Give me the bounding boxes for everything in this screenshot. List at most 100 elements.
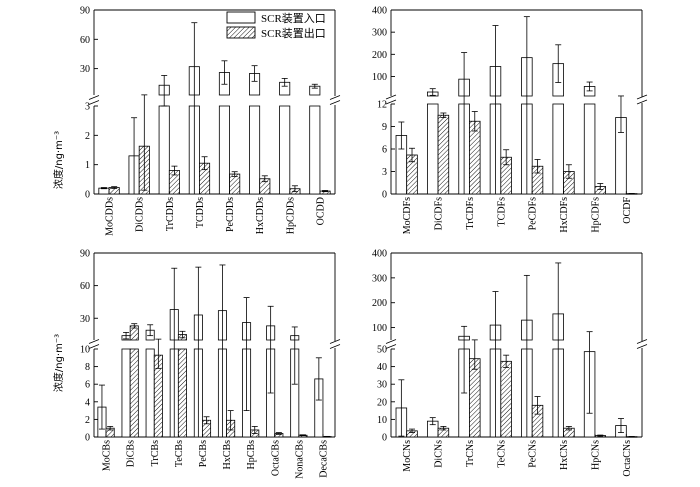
x-tick-label: HpCDFs <box>590 197 601 233</box>
axis-break-gap <box>89 341 99 348</box>
axis-break-mark <box>636 99 648 105</box>
legend-inlet-label: SCR装置入口 <box>261 12 326 25</box>
y-tick-label: 60 <box>80 281 90 292</box>
y-tick-label: 4 <box>85 397 90 408</box>
bar-outlet <box>129 348 139 438</box>
axis-break-gap <box>89 96 99 105</box>
x-tick-label: HpCDDs <box>285 197 296 234</box>
y-tick-label: 3 <box>85 102 90 113</box>
bar-outlet <box>500 360 512 438</box>
y-tick-label: 6 <box>382 145 387 156</box>
y-tick-label: 0 <box>85 190 90 201</box>
x-tick-label: DiCBs <box>126 440 137 467</box>
x-tick-label: HxCDFs <box>559 197 570 233</box>
bar-inlet <box>249 105 261 195</box>
axis-break-mark <box>88 100 100 105</box>
x-tick-label: TCDDs <box>195 197 206 228</box>
bar-inlet <box>145 348 155 438</box>
x-tick-label: MoCNs <box>402 440 413 472</box>
y-tick-label: 100 <box>372 72 387 83</box>
axis-break-mark <box>636 94 648 100</box>
x-tick-label: HpCNs <box>590 440 601 470</box>
y-axis-label-top: 浓度/ng·m⁻³ <box>52 131 65 189</box>
x-tick-label: HxCNs <box>559 440 570 470</box>
y-tick-label: 0 <box>382 433 387 444</box>
y-tick-label: 400 <box>372 6 387 17</box>
x-tick-label: TrCDFs <box>465 197 476 230</box>
x-tick-label: NonaCBs <box>294 440 305 479</box>
axis-break-mark <box>88 344 100 349</box>
x-tick-label: OCDD <box>315 197 326 225</box>
y-tick-label: 9 <box>382 122 387 133</box>
y-tick-label: 400 <box>372 249 387 260</box>
x-tick-label: DiCDFs <box>434 197 445 230</box>
x-tick-label: TeCBs <box>174 440 185 467</box>
axis-break-mark <box>329 344 341 349</box>
x-tick-label: TrCNs <box>465 440 476 467</box>
y-tick-label: 1 <box>85 160 90 171</box>
x-tick-label: OctaCBs <box>270 440 281 476</box>
axis-break-gap <box>330 341 340 348</box>
x-tick-label: MoCDFs <box>402 197 413 234</box>
y-tick-label: 90 <box>80 6 90 17</box>
axis-break-mark <box>636 344 648 349</box>
x-tick-label: TrCDDs <box>165 197 176 231</box>
bar-outlet <box>469 120 481 195</box>
x-tick-label: OctaCNs <box>622 440 633 477</box>
y-tick-label: 0 <box>382 190 387 201</box>
axis-break-mark <box>385 94 397 100</box>
axis-break-gap <box>637 341 647 348</box>
bar-inlet <box>279 105 291 195</box>
chart-panel-bottom-right: 0 10 20 30 40 50 100 200 300 400 MoCNs DiCNs TrCNs Te… <box>372 249 648 477</box>
y-tick-label: 30 <box>80 314 90 325</box>
axis-break-mark <box>88 95 100 100</box>
y-axis-label-bottom: 浓度/ng·m⁻³ <box>52 334 65 392</box>
y-tick-label: 300 <box>372 28 387 39</box>
y-tick-label: 8 <box>85 362 90 373</box>
y-tick-label: 6 <box>85 380 90 391</box>
y-tick-label: 12 <box>377 100 387 111</box>
axis-break-gap <box>637 97 647 103</box>
legend: SCR装置入口 SCR装置出口 <box>226 11 326 40</box>
axis-break-mark <box>385 99 397 105</box>
bar-outlet <box>229 173 241 195</box>
x-tick-label: OCDF <box>622 197 633 224</box>
x-tick-label: MoCBs <box>102 440 113 471</box>
y-tick-label: 10 <box>80 345 90 356</box>
axis-break-mark <box>385 344 397 349</box>
y-tick-label: 200 <box>372 298 387 309</box>
axis-break-mark <box>385 339 397 344</box>
axis-break-mark <box>329 339 341 344</box>
axis-break-mark <box>88 339 100 344</box>
bar-inlet <box>426 103 439 195</box>
x-tick-label: TrCBs <box>150 440 161 466</box>
x-tick-label: PeCDFs <box>528 197 539 230</box>
y-tick-label: 30 <box>80 64 90 75</box>
legend-outlet-swatch <box>226 26 256 39</box>
y-tick-label: 3 <box>382 167 387 178</box>
axis-break-gap <box>330 96 340 105</box>
axis-break-mark <box>329 95 341 100</box>
bar-inlet <box>121 348 131 438</box>
x-tick-label: MoCDDs <box>105 197 116 236</box>
x-tick-label: HpCBs <box>246 440 257 470</box>
bar-inlet <box>218 105 230 195</box>
bar-outlet <box>469 358 481 438</box>
y-tick-label: 20 <box>377 397 387 408</box>
y-tick-label: 2 <box>85 415 90 426</box>
bar-inlet <box>158 105 170 195</box>
axis-break-gap <box>386 341 396 348</box>
x-tick-label: DiCDDs <box>135 197 146 232</box>
y-tick-label: 40 <box>377 362 387 373</box>
legend-inlet-swatch <box>226 11 256 24</box>
x-tick-label: PeCBs <box>198 440 209 467</box>
chart-panel-bottom-left: 0 2 4 6 8 10 30 60 90 MoCBs DiCBs TrCBs TeCBs PeCBs Hx… <box>80 249 341 479</box>
y-tick-label: 300 <box>372 273 387 284</box>
axis-break-gap <box>386 97 396 103</box>
x-tick-label: TCDFs <box>496 197 507 227</box>
x-tick-label: PeCDDs <box>225 197 236 232</box>
y-tick-label: 0 <box>85 433 90 444</box>
y-tick-label: 90 <box>80 249 90 260</box>
